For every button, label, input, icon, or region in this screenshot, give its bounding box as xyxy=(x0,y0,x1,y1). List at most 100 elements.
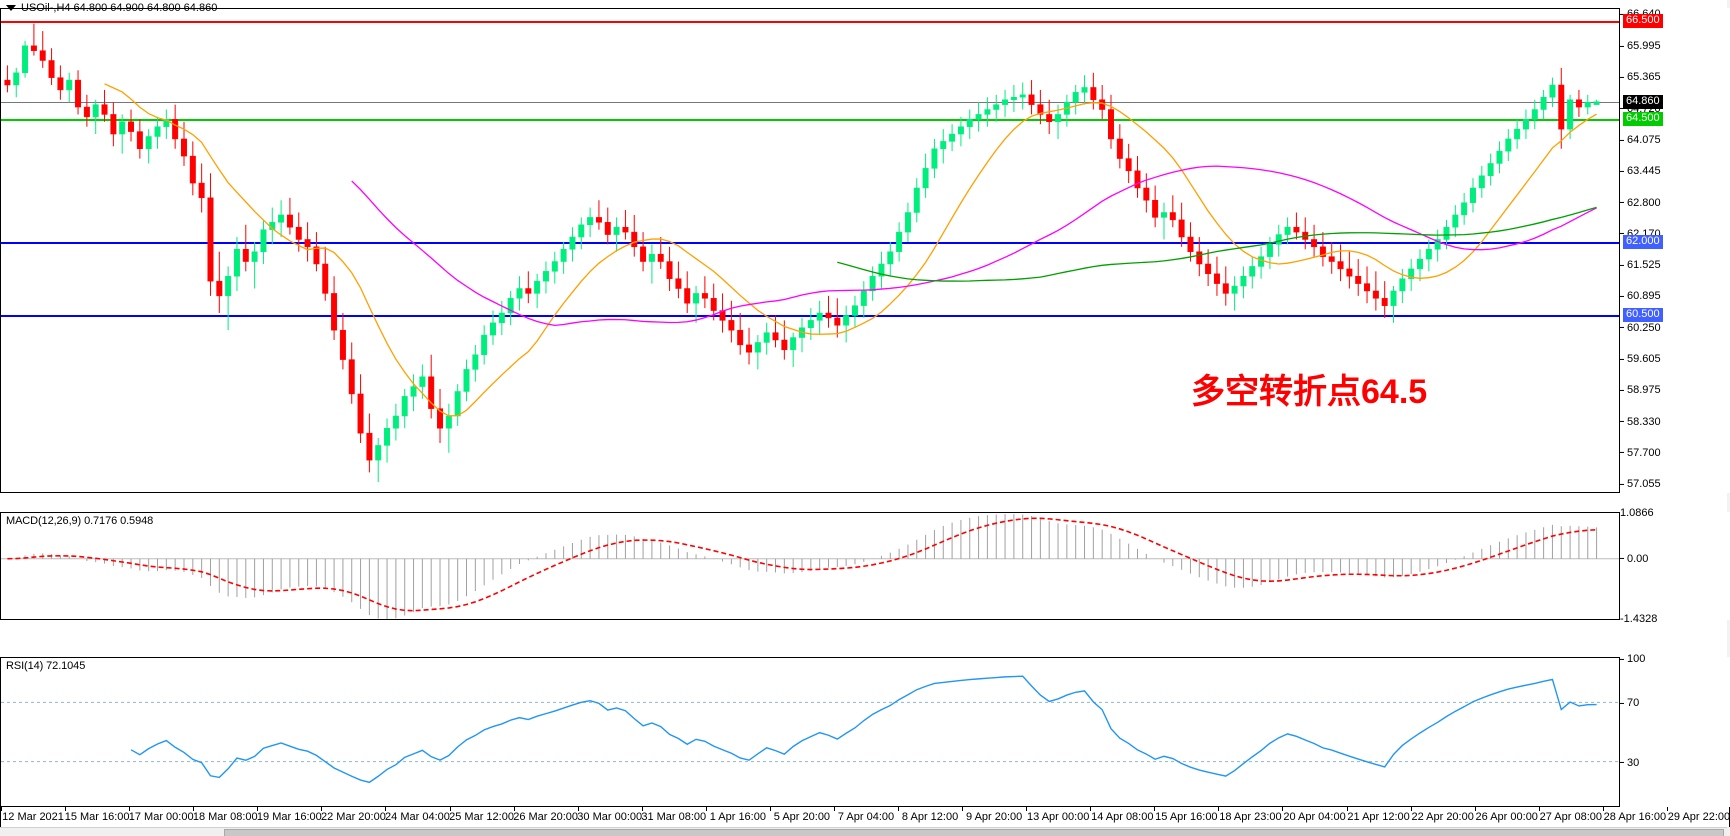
price-tick: 58.330 xyxy=(1620,416,1661,428)
time-tick-mark xyxy=(641,807,643,811)
time-tick-mark xyxy=(1410,807,1412,811)
time-tick-mark xyxy=(705,807,707,811)
time-tick-label: 25 Mar 12:00 xyxy=(449,811,514,823)
level-line-resistance-66500[interactable] xyxy=(1,21,1619,24)
time-tick-mark xyxy=(1538,807,1540,811)
rsi-tick: 100 xyxy=(1620,653,1645,665)
time-tick-label: 18 Mar 08:00 xyxy=(192,811,258,823)
level-line-support-62000[interactable] xyxy=(1,241,1619,244)
time-tick-label: 26 Mar 20:00 xyxy=(513,811,579,823)
time-tick-label: 8 Apr 12:00 xyxy=(901,811,959,823)
macd-tick: 0.00 xyxy=(1620,553,1648,565)
time-tick-mark xyxy=(1026,807,1028,811)
time-tick-label: 28 Apr 16:00 xyxy=(1603,811,1667,823)
price-marker-60-500: 60.500 xyxy=(1623,308,1663,323)
time-tick-label: 31 Mar 08:00 xyxy=(641,811,707,823)
price-tick: 64.075 xyxy=(1620,134,1661,146)
price-tick: 59.605 xyxy=(1620,353,1661,365)
level-line-bid-price-64860[interactable] xyxy=(1,101,1619,103)
price-tick: 57.700 xyxy=(1620,447,1661,459)
time-tick-mark xyxy=(833,807,835,811)
macd-indicator-pane[interactable]: MACD(12,26,9) 0.7176 0.5948 xyxy=(0,512,1620,620)
price-marker-64-860: 64.860 xyxy=(1623,94,1663,109)
symbol-header: USOil-,H4 64.800 64.900 64.800 64.860 xyxy=(0,0,1620,15)
price-tick: 61.525 xyxy=(1620,259,1661,271)
price-plot-area xyxy=(1,9,1619,492)
time-tick-mark xyxy=(577,807,579,811)
horizontal-scrollbar[interactable] xyxy=(0,827,1730,836)
price-marker-62-000: 62.000 xyxy=(1623,234,1663,249)
price-tick: 60.895 xyxy=(1620,290,1661,302)
time-tick-mark xyxy=(1,807,2,811)
horizontal-scrollbar-thumb[interactable] xyxy=(224,829,1724,836)
price-tick: 58.975 xyxy=(1620,384,1661,396)
time-tick-mark xyxy=(1154,807,1156,811)
macd-tick: 1.0866 xyxy=(1620,507,1654,520)
price-axis-scale[interactable]: 66.64065.99565.36564.72064.07563.44562.8… xyxy=(1620,8,1730,493)
macd-plot-area xyxy=(1,513,1619,619)
time-tick-mark xyxy=(1282,807,1284,811)
time-tick-mark xyxy=(385,807,387,811)
time-tick-label: 27 Apr 08:00 xyxy=(1539,811,1603,823)
time-tick-label: 20 Apr 04:00 xyxy=(1283,811,1346,823)
rsi-tick: 30 xyxy=(1620,757,1639,769)
time-tick-mark xyxy=(1090,807,1092,811)
time-tick-mark xyxy=(1602,807,1604,811)
macd-label: MACD(12,26,9) 0.7176 0.5948 xyxy=(6,515,154,527)
price-marker-66-500: 66.500 xyxy=(1623,14,1663,29)
price-chart-pane[interactable]: 多空转折点64.5 xyxy=(0,8,1620,493)
time-tick-mark xyxy=(193,807,195,811)
time-tick-label: 21 Apr 12:00 xyxy=(1347,811,1410,823)
time-tick-label: 19 Mar 16:00 xyxy=(256,811,322,823)
time-tick-mark xyxy=(1346,807,1348,811)
chart-annotation-text: 多空转折点64.5 xyxy=(1191,373,1428,411)
price-marker-64-500: 64.500 xyxy=(1623,112,1663,127)
price-tick: 60.250 xyxy=(1620,322,1661,334)
price-tick: 57.055 xyxy=(1620,478,1661,490)
time-tick-mark xyxy=(65,807,67,811)
time-tick-label: 7 Apr 04:00 xyxy=(837,811,895,823)
time-tick-mark xyxy=(449,807,451,811)
time-tick-mark xyxy=(321,807,323,811)
price-tick: 63.445 xyxy=(1620,165,1661,177)
time-tick-label: 17 Mar 00:00 xyxy=(128,811,194,823)
time-tick-mark xyxy=(1218,807,1220,811)
level-line-support-60500[interactable] xyxy=(1,315,1619,318)
symbol-header-text: USOil-,H4 64.800 64.900 64.800 64.860 xyxy=(21,1,218,14)
rsi-label: RSI(14) 72.1045 xyxy=(6,660,86,672)
macd-axis-scale: 1.0866 0.00 -1.4328 xyxy=(1620,507,1730,625)
time-tick-mark xyxy=(962,807,964,811)
time-tick-label: 15 Mar 16:00 xyxy=(64,811,130,823)
time-tick-label: 29 Apr 22:00 xyxy=(1667,811,1730,823)
time-tick-label: 9 Apr 20:00 xyxy=(966,811,1023,823)
price-tick: 65.995 xyxy=(1620,40,1661,52)
time-tick-label: 22 Apr 20:00 xyxy=(1411,811,1474,823)
time-axis-scale[interactable]: 12 Mar 2021 15 Mar 16:00 17 Mar 00:00 18 Ma… xyxy=(0,807,1730,827)
time-tick-mark xyxy=(129,807,131,811)
time-tick-label: 24 Mar 04:00 xyxy=(385,811,450,823)
rsi-indicator-pane[interactable]: RSI(14) 72.1045 xyxy=(0,657,1620,807)
time-tick-label: 1 Apr 16:00 xyxy=(709,811,766,823)
time-tick-label: 18 Apr 23:00 xyxy=(1219,811,1282,823)
price-tick: 62.800 xyxy=(1620,197,1661,209)
price-tick: 65.365 xyxy=(1620,71,1661,83)
time-tick-label: 14 Apr 08:00 xyxy=(1091,811,1154,823)
time-tick-label: 13 Apr 00:00 xyxy=(1027,811,1090,823)
triangle-down-icon[interactable] xyxy=(6,4,16,11)
time-tick-mark xyxy=(1666,807,1668,811)
rsi-tick: 70 xyxy=(1620,697,1639,709)
time-tick-label: 30 Mar 00:00 xyxy=(577,811,643,823)
macd-tick: -1.4328 xyxy=(1620,613,1658,626)
time-tick-label: 5 Apr 20:00 xyxy=(773,811,831,823)
rsi-axis-scale: 100 70 30 xyxy=(1620,653,1730,807)
time-tick-mark xyxy=(513,807,515,811)
time-tick-mark xyxy=(769,807,771,811)
level-line-pivot-64500[interactable] xyxy=(1,119,1619,122)
time-tick-label: 22 Mar 20:00 xyxy=(320,811,386,823)
time-tick-mark xyxy=(898,807,900,811)
time-tick-label: 12 Mar 2021 xyxy=(2,811,64,823)
time-tick-mark xyxy=(1474,807,1476,811)
time-tick-label: 15 Apr 16:00 xyxy=(1155,811,1218,823)
rsi-plot-area xyxy=(1,658,1619,806)
